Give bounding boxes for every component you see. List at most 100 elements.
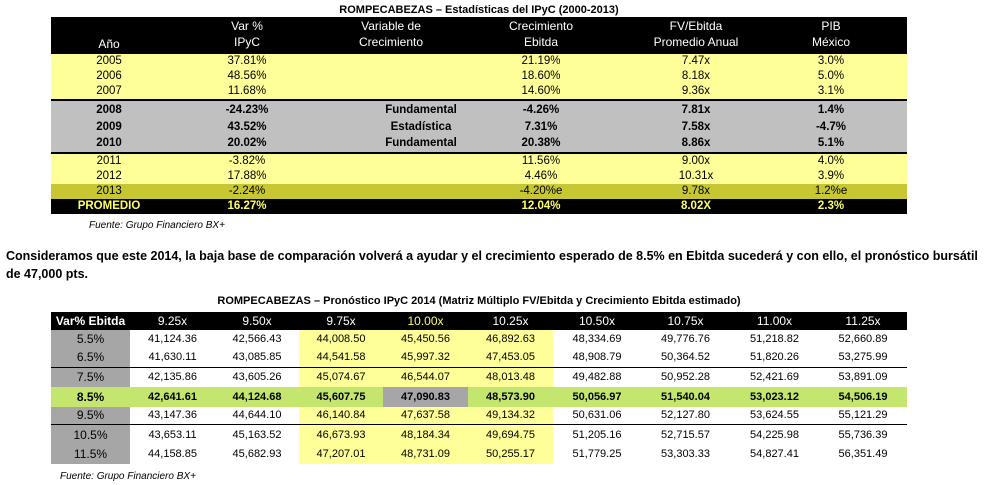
cell-var: 20.02% [227,137,267,149]
matrix-cell: 52,421.69 [750,371,799,383]
cell-pib: 3.9% [817,170,845,182]
header-multiple: 10.75x [667,314,704,328]
header-crec-1: Crecimiento [508,19,574,33]
matrix-cell: 45,682.93 [232,448,282,460]
cell-var: -3.82% [228,155,266,167]
matrix-cell: 53,891.09 [838,371,888,383]
promedio-row: PROMEDIO 16.27% 12.04% 8.02X 2.3% [51,199,907,214]
matrix-cell: 48,184.34 [383,425,468,445]
row-label: 7.5% [51,368,130,387]
header-variable-2: Crecimiento [358,35,424,49]
matrix-cell: 50,364.52 [661,351,710,363]
cell-year: 2013 [96,185,122,197]
matrix-cell: 47,637.58 [383,407,468,424]
cell-fv: 9.00x [681,155,711,167]
row-label: 10.5% [51,425,130,445]
cell-variable: Fundamental [385,137,457,149]
matrix-row: 8.5% 42,641.61 44,124.68 45,607.75 47,090.83… [51,387,907,407]
cell-pib: 5.1% [817,137,845,149]
cell-fv: 9.36x [681,85,711,97]
header-multiple: 11.25x [845,314,881,328]
table-row: 2007 11.68% 14.60% 9.36x 3.1% [51,84,907,99]
header-multiple: 9.25x [157,314,188,328]
table-row: 2006 48.56% 18.60% 8.18x 5.0% [51,69,907,84]
header-fv-1: FV/Ebitda [669,19,723,33]
cell-var: -2.24% [228,185,266,197]
cell-fv: 7.47x [681,55,711,67]
cell-var: 43.52% [227,121,267,133]
matrix-cell: 44,008.50 [299,330,383,348]
matrix-cell: 51,779.25 [572,448,622,460]
matrix-row: 7.5% 42,135.86 43,605.26 45,074.67 46,544.07… [51,367,907,387]
cell-crec: 21.19% [521,55,561,67]
matrix-cell: 53,303.33 [661,448,710,460]
table-row: 2008 -24.23% Fundamental -4.26% 7.81x 1.… [51,99,907,119]
matrix-cell: 55,736.39 [838,429,888,441]
matrix-cell: 43,653.11 [148,429,197,441]
forecast-source: Fuente: Grupo Financiero BX+ [60,471,196,482]
matrix-cell: 46,673.93 [299,425,383,445]
header-fv-2: Promedio Anual [653,35,739,49]
cell-fv: 8.18x [681,70,711,82]
matrix-cell: 42,641.61 [148,391,197,403]
matrix-cell: 48,334.69 [572,333,622,345]
cell-year: 2007 [96,85,122,97]
matrix-cell: 42,135.86 [148,371,197,383]
cell-fv: 8.02X [680,200,712,212]
cell-crec: 12.04% [521,200,561,212]
cell-crec: -4.26% [522,104,560,116]
matrix-cell: 48,013.48 [468,368,553,387]
statistics-table-header: Año Var % IPyC Variable de Crecimiento C… [51,17,907,54]
forecast-table-title: ROMPECABEZAS – Pronóstico IPyC 2014 (Mat… [217,295,741,307]
cell-crec: 14.60% [521,85,561,97]
matrix-cell: 51,820.26 [750,351,799,363]
table-row: 2011 -3.82% 11.56% 9.00x 4.0% [51,152,907,169]
matrix-cell: 47,090.83 [383,387,468,407]
matrix-cell: 45,074.67 [299,368,383,387]
matrix-cell: 49,776.76 [661,333,710,345]
matrix-cell: 45,450.56 [383,330,468,348]
header-multiple: 9.50x [242,314,272,328]
header-corner: Var% Ebitda [55,314,126,328]
cell-pib: 1.2%e [814,185,848,197]
matrix-cell: 52,715.57 [661,429,710,441]
header-multiple: 10.00x [407,314,444,328]
statistics-table: ROMPECABEZAS – Estadísticas del IPyC (20… [51,3,907,214]
row-label: 11.5% [51,445,130,464]
cell-year: 2009 [96,121,122,133]
row-label: 8.5% [51,387,130,407]
matrix-cell: 51,218.82 [750,333,799,345]
matrix-row: 11.5% 44,158.85 45,682.93 47,207.01 48,731.0… [51,445,907,464]
header-crec-2: Ebitda [523,35,559,49]
cell-crec: 4.46% [524,170,558,182]
matrix-cell: 49,694.75 [468,425,553,445]
matrix-cell: 52,127.80 [661,409,710,421]
cell-pib: 3.0% [817,55,845,67]
row-label: 9.5% [51,407,130,424]
row-label: 6.5% [51,348,130,367]
cell-var: -24.23% [225,104,269,116]
header-anio: Año [98,37,120,51]
header-pib-1: PIB [821,19,841,33]
matrix-row: 10.5% 43,653.11 45,163.52 46,673.93 48,184.3… [51,424,907,445]
matrix-cell: 53,275.99 [838,351,888,363]
cell-var: 11.68% [227,85,267,97]
cell-year: 2005 [96,55,122,67]
forecast-matrix-header: Var% Ebitda 9.25x 9.50x 9.75x 10.00x 10.… [51,312,907,330]
matrix-cell: 45,163.52 [232,429,282,441]
matrix-cell: 46,544.07 [383,368,468,387]
header-var-2: IPyC [233,35,260,49]
matrix-cell: 50,631.06 [572,409,622,421]
matrix-cell: 53,624.55 [750,409,799,421]
matrix-cell: 41,630.11 [148,351,197,363]
cell-pib: 1.4% [817,104,845,116]
cell-variable: Estadística [390,121,452,133]
forecast-paragraph: Consideramos que este 2014, la baja base… [6,249,978,281]
cell-pib: 3.1% [817,85,845,97]
matrix-cell: 50,952.28 [661,371,710,383]
cell-crec: -4.20%e [519,185,563,197]
cell-var: 17.88% [227,170,267,182]
cell-crec: 20.38% [521,137,561,149]
promedio-label: PROMEDIO [77,200,141,212]
row-label: 5.5% [51,330,130,348]
